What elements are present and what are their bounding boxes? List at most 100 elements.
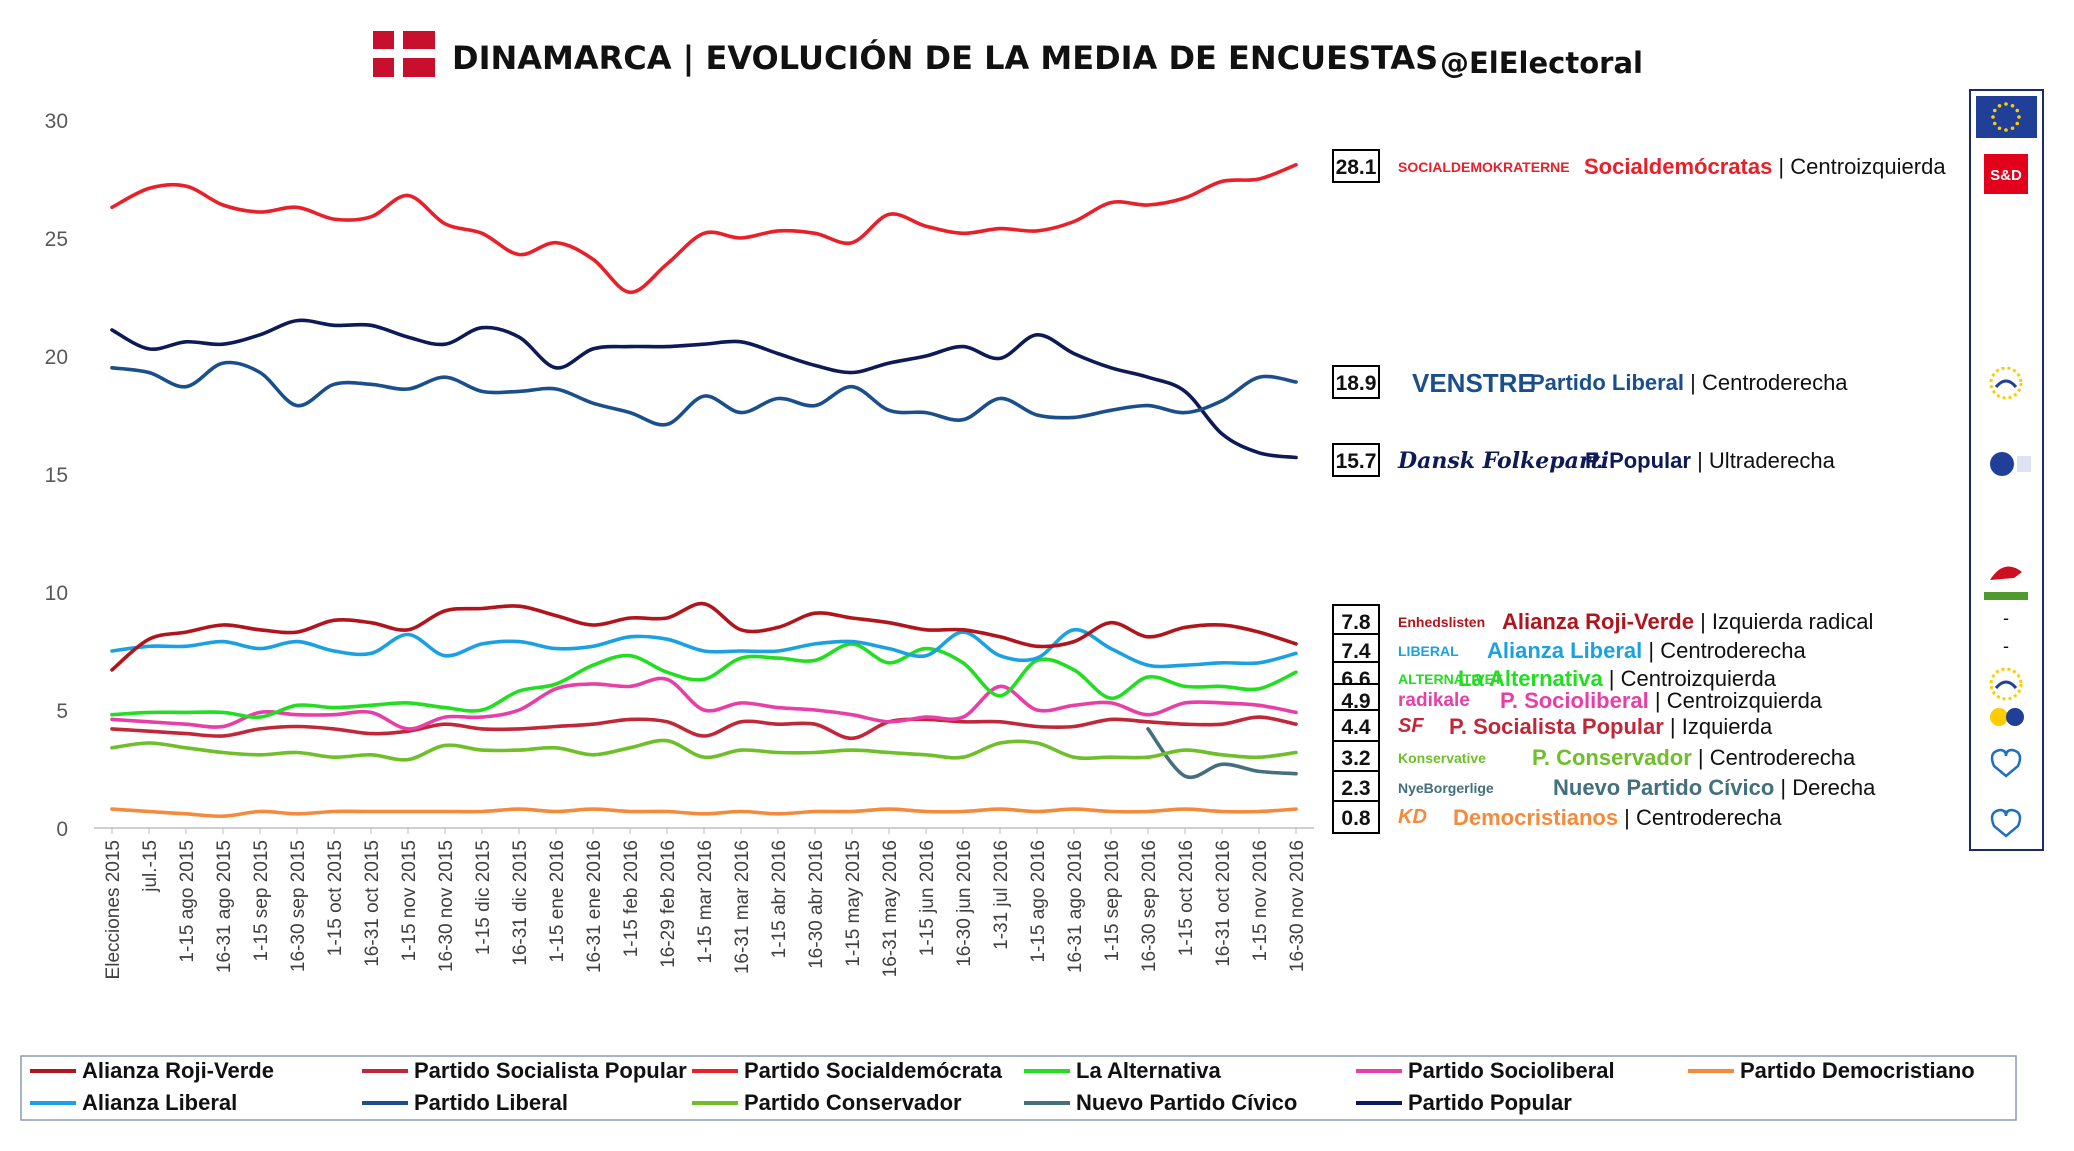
- legend-label: Partido Democristiano: [1740, 1058, 1975, 1083]
- x-tick-label: 16-31 oct 2016: [1213, 840, 1234, 967]
- party-labels: 28.1 SOCIALDEMOKRATERNE Socialdemócratas |…: [1332, 149, 1946, 834]
- dash-separator: -: [2003, 636, 2009, 656]
- x-tick-label: 1-15 jun 2016: [917, 840, 938, 956]
- value-label: 18.9: [1336, 372, 1377, 395]
- party-logo-text: SF: [1398, 715, 1424, 737]
- party-name: P. Socioliberal | Centroizquierda: [1500, 688, 1823, 713]
- separator: |: [1664, 714, 1682, 739]
- series-line-partido-popular: [110, 318, 1298, 460]
- value-box: [1332, 443, 1380, 477]
- value-label: 7.4: [1341, 640, 1371, 663]
- x-tick-label: 16-31 ene 2016: [584, 840, 605, 973]
- legend-label: Partido Socialdemócrata: [744, 1058, 1003, 1083]
- eu-star-icon: [1997, 103, 2002, 108]
- y-tick-label: 20: [45, 346, 68, 369]
- value-box: [1332, 365, 1380, 399]
- value-label: 4.4: [1341, 716, 1371, 739]
- x-tick-label: 16-31 may 2016: [880, 840, 901, 977]
- value-box: [1332, 604, 1380, 638]
- value-box: [1332, 709, 1380, 743]
- separator: |: [1774, 775, 1792, 800]
- party-logo-text: VENSTRE: [1412, 368, 1535, 398]
- party-logo-text: Konservative: [1398, 750, 1486, 766]
- y-tick-label: 30: [45, 110, 68, 133]
- dash-separator: -: [2003, 608, 2009, 628]
- party-name: La Alternativa | Centroizquierda: [1458, 666, 1777, 691]
- alde-group-icon-mark: [1994, 379, 2018, 389]
- x-tick-label: 16-31 dic 2015: [510, 840, 531, 966]
- separator: |: [1691, 448, 1709, 473]
- x-tick-label: 1-15 feb 2016: [621, 840, 642, 957]
- value-label: 3.2: [1341, 747, 1370, 770]
- legend: Alianza Roji-Verde Partido Socialista Pop…: [20, 1055, 2017, 1121]
- alde-group-icon-2: [1989, 667, 2023, 701]
- separator: |: [1642, 638, 1660, 663]
- separator: |: [1603, 666, 1621, 691]
- separator: |: [1684, 370, 1702, 395]
- x-tick-label: 16-31 mar 2016: [732, 840, 753, 974]
- x-tick-label: 1-15 may 2015: [843, 840, 864, 967]
- party-name: Alianza Roji-Verde | Izquierda radical: [1502, 609, 1873, 634]
- party-family: Centroderecha: [1660, 638, 1806, 663]
- x-tick-label: 16-30 nov 2015: [436, 840, 457, 972]
- party-logo-text: ALTERNATIVET: [1398, 671, 1503, 687]
- epp-group-icon-2: [1990, 808, 2022, 838]
- value-box: [1332, 633, 1380, 667]
- eu-star-icon: [1997, 126, 2002, 131]
- party-logo-text: NyeBorgerlige: [1398, 780, 1494, 796]
- value-label: 0.8: [1341, 807, 1371, 830]
- series-line-partido-liberal: [110, 360, 1298, 427]
- x-tick-label: 16-31 ago 2015: [214, 840, 235, 973]
- eu-star-icon: [2015, 108, 2020, 113]
- eu-star-icon: [2004, 102, 2008, 106]
- x-tick-label: 1-31 jul 2016: [991, 840, 1012, 950]
- x-tick-label: 1-15 nov 2016: [1250, 840, 1271, 962]
- value-label: 28.1: [1336, 156, 1377, 179]
- legend-label: Partido Socioliberal: [1408, 1058, 1615, 1083]
- value-label: 4.9: [1341, 690, 1370, 713]
- separator: |: [1618, 805, 1636, 830]
- eu-star-icon: [2010, 103, 2015, 108]
- party-family: Derecha: [1792, 775, 1876, 800]
- series-line-la-alternativa: [110, 642, 1298, 720]
- value-box: [1332, 149, 1380, 183]
- x-tick-label: 1-15 ago 2015: [177, 840, 198, 963]
- alde-group-icon-2-mark: [1994, 680, 2018, 690]
- legend-label: Partido Conservador: [744, 1090, 962, 1115]
- value-box: [1332, 800, 1380, 834]
- x-tick-label: 16-30 jun 2016: [954, 840, 975, 967]
- x-tick-label: jul.-15: [140, 840, 161, 893]
- sd-group-label: S&D: [1990, 167, 2022, 184]
- efa-group-icon-b: [2006, 708, 2024, 726]
- party-name: P. Socialista Popular | Izquierda: [1449, 714, 1773, 739]
- x-tick-label: 16-30 sep 2016: [1139, 840, 1160, 972]
- party-logo-text: SOCIALDEMOKRATERNE: [1398, 159, 1570, 175]
- author-handle: @ElElectoral: [1440, 46, 1643, 80]
- party-family: Izquierda: [1682, 714, 1773, 739]
- x-tick-label: 16-31 oct 2015: [362, 840, 383, 967]
- x-tick-label: 1-15 sep 2016: [1102, 840, 1123, 962]
- alde-group-icon: [1989, 366, 2023, 400]
- party-logo-text: KD: [1398, 806, 1427, 828]
- value-label: 7.8: [1341, 611, 1371, 634]
- value-label: 15.7: [1336, 450, 1377, 473]
- x-tick-label: 16-29 feb 2016: [658, 840, 679, 968]
- series-line-alianza-liberal: [110, 627, 1298, 669]
- party-family: Izquierda radical: [1712, 609, 1873, 634]
- legend-label: Alianza Roji-Verde: [82, 1058, 274, 1083]
- value-label: 2.3: [1341, 777, 1370, 800]
- efa-group-icon: [1990, 708, 2008, 726]
- legend-label: Alianza Liberal: [82, 1090, 237, 1115]
- ecr-group-icon: [1990, 452, 2014, 476]
- series-line-nuevo-partido-c-vico: [1146, 727, 1298, 780]
- chart-title: DINAMARCA | EVOLUCIÓN DE LA MEDIA DE ENC…: [452, 38, 1438, 78]
- legend-label: Partido Liberal: [414, 1090, 568, 1115]
- eu-star-icon: [2017, 115, 2021, 119]
- party-name: Nuevo Partido Cívico | Derecha: [1553, 775, 1876, 800]
- y-tick-label: 10: [45, 582, 68, 605]
- eu-star-icon: [2015, 121, 2020, 126]
- party-family: Centroderecha: [1702, 370, 1848, 395]
- gue-ngl-group-icon: [1990, 566, 2022, 580]
- separator: |: [1692, 745, 1710, 770]
